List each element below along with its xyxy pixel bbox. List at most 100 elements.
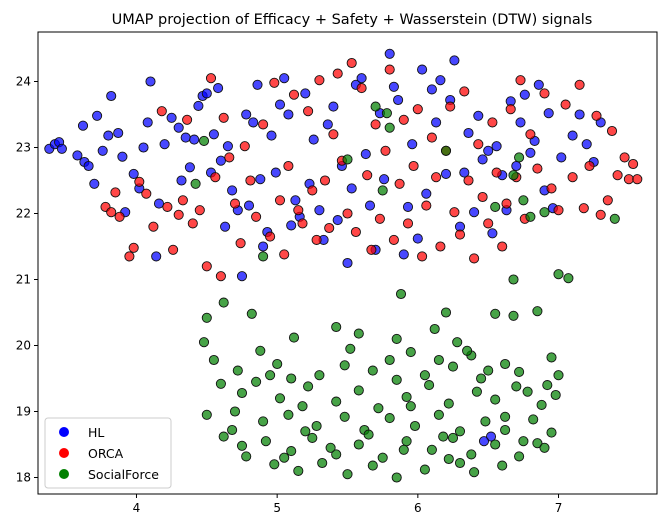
point-orca-61 [412,104,423,115]
point-socialforce-72 [258,416,269,427]
point-socialforce-50 [447,361,459,372]
point-hl-94 [473,110,484,121]
point-socialforce-81 [480,416,491,427]
point-orca-80 [501,198,512,209]
point-socialforce-111 [279,452,290,463]
point-orca-92 [574,79,585,90]
point-socialforce-12 [440,145,452,156]
point-socialforce-102 [317,457,328,469]
x-tick-label-7: 7 [555,501,563,515]
point-orca-58 [398,114,409,125]
legend-label-hl: HL [88,425,104,440]
point-orca-4 [124,251,135,262]
point-socialforce-89 [307,432,318,443]
point-socialforce-118 [300,426,311,437]
point-socialforce-94 [426,444,437,455]
point-hl-114 [581,139,592,150]
point-hl-7 [83,160,94,172]
point-orca-64 [426,132,437,143]
point-hl-11 [103,130,114,141]
point-hl-51 [274,99,286,110]
point-socialforce-51 [476,373,487,384]
point-orca-91 [567,172,578,183]
point-socialforce-74 [311,420,322,432]
plot-frame [37,31,658,495]
point-hl-36 [215,155,226,166]
point-hl-57 [300,88,311,99]
point-hl-64 [332,215,343,226]
point-socialforce-87 [260,436,271,447]
point-hl-93 [469,207,480,218]
point-socialforce-90 [331,449,342,460]
point-socialforce-70 [550,389,561,401]
point-socialforce-59 [303,381,314,392]
point-socialforce-18 [539,207,550,218]
point-socialforce-103 [342,469,353,480]
point-orca-100 [619,152,630,163]
legend-marker-socialforce [59,469,69,479]
point-hl-49 [266,130,277,141]
point-socialforce-49 [419,370,430,381]
y-tick-label-19: 19 [16,405,31,419]
point-orca-9 [156,106,167,117]
point-hl-22 [153,198,165,209]
point-socialforce-45 [314,370,325,381]
point-orca-102 [628,158,639,170]
point-socialforce-9 [377,185,388,196]
point-socialforce-36 [433,354,444,366]
point-socialforce-44 [272,358,283,370]
point-orca-28 [258,119,269,130]
point-hl-29 [189,134,200,145]
point-socialforce-75 [339,411,350,422]
point-hl-30 [193,100,204,111]
point-hl-14 [117,151,128,162]
point-socialforce-79 [433,409,444,420]
point-socialforce-54 [215,378,226,389]
point-socialforce-52 [514,366,525,377]
point-hl-43 [243,200,255,211]
point-socialforce-88 [286,446,297,457]
point-hl-98 [491,141,502,152]
point-orca-39 [311,234,322,245]
legend-marker-orca [59,448,69,458]
point-orca-101 [623,174,634,185]
point-socialforce-64 [424,380,435,391]
point-hl-50 [270,167,281,178]
point-hl-55 [290,195,301,206]
point-orca-37 [303,106,314,117]
point-hl-41 [236,271,248,282]
point-orca-36 [297,218,308,229]
point-hl-71 [364,200,376,211]
point-hl-32 [201,88,212,99]
point-orca-12 [173,209,184,220]
point-socialforce-110 [241,451,252,462]
point-socialforce-17 [525,211,536,222]
point-socialforce-20 [508,274,519,285]
point-socialforce-32 [452,337,463,348]
point-socialforce-80 [454,426,466,437]
point-orca-34 [288,89,300,100]
point-hl-69 [356,73,367,84]
point-orca-49 [356,83,367,94]
point-hl-34 [208,129,219,140]
point-socialforce-8 [370,101,381,112]
point-hl-85 [431,117,442,128]
point-socialforce-119 [363,429,374,440]
point-hl-79 [402,201,414,212]
point-hl-35 [213,83,224,94]
chart-title: UMAP projection of Efficacy + Safety + W… [112,12,593,28]
legend-marker-hl [59,427,69,437]
point-socialforce-98 [514,451,525,462]
point-orca-18 [205,73,217,84]
point-socialforce-104 [367,460,378,471]
point-orca-86 [532,163,543,174]
point-hl-9 [92,110,103,121]
y-tick-label-23: 23 [16,141,31,155]
point-orca-2 [110,187,121,198]
point-orca-30 [269,77,280,88]
point-orca-73 [469,253,480,264]
point-socialforce-85 [218,431,229,442]
point-orca-47 [346,57,357,69]
point-socialforce-128 [522,386,533,397]
point-hl-10 [97,145,108,156]
